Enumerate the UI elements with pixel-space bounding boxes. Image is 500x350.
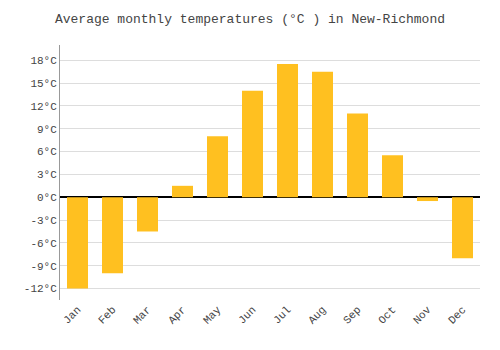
svg-text:3°C: 3°C — [37, 169, 57, 181]
svg-text:0°C: 0°C — [37, 192, 57, 204]
svg-text:Jan: Jan — [61, 304, 83, 326]
svg-text:Apr: Apr — [166, 304, 188, 326]
svg-text:Dec: Dec — [446, 304, 468, 326]
svg-text:-12°C: -12°C — [24, 283, 57, 295]
svg-text:-3°C: -3°C — [30, 215, 57, 227]
svg-text:15°C: 15°C — [30, 78, 57, 90]
svg-text:Average monthly temperatures (: Average monthly temperatures (°C ) in Ne… — [55, 12, 445, 27]
svg-text:Aug: Aug — [306, 304, 328, 326]
svg-text:12°C: 12°C — [30, 101, 57, 113]
svg-text:Feb: Feb — [96, 304, 118, 326]
svg-text:Sep: Sep — [341, 304, 363, 326]
svg-text:18°C: 18°C — [30, 55, 57, 67]
svg-text:May: May — [201, 304, 224, 327]
svg-text:6°C: 6°C — [37, 146, 57, 158]
svg-text:Oct: Oct — [376, 304, 398, 326]
svg-text:-9°C: -9°C — [30, 261, 57, 273]
svg-text:9°C: 9°C — [37, 124, 57, 136]
svg-text:-6°C: -6°C — [30, 238, 57, 250]
svg-text:Jun: Jun — [236, 304, 258, 326]
svg-text:Mar: Mar — [131, 304, 153, 326]
svg-text:Jul: Jul — [271, 304, 293, 326]
svg-text:Nov: Nov — [411, 304, 434, 327]
